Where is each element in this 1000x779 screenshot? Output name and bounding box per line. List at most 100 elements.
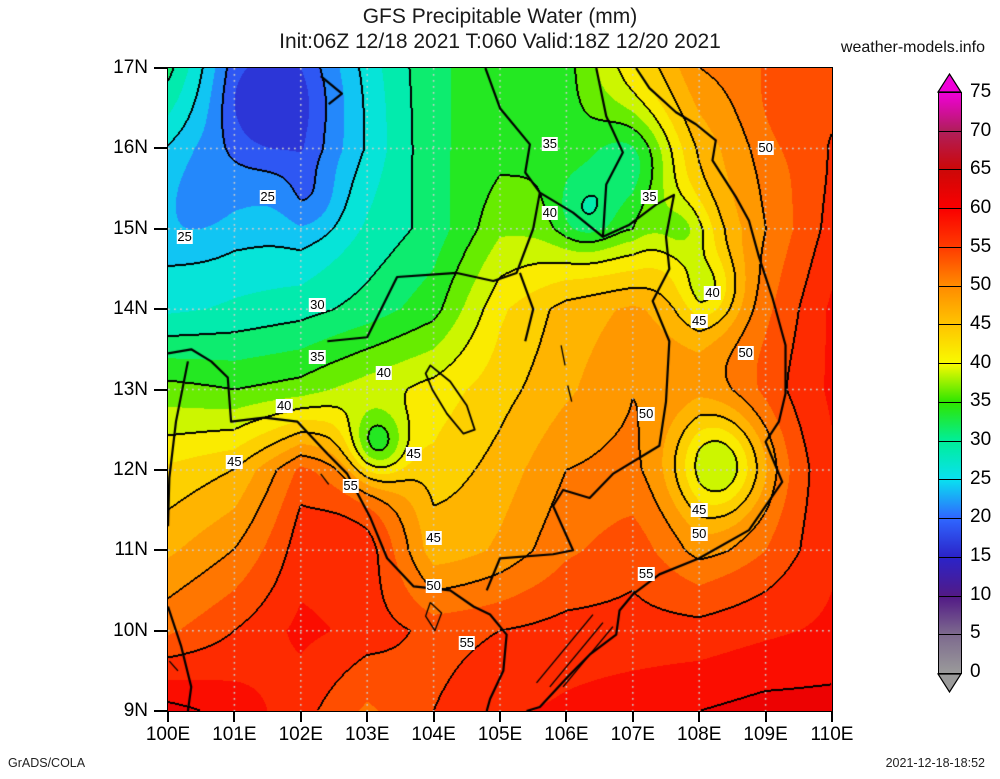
y-tick-mark xyxy=(154,710,167,712)
y-tick-mark xyxy=(154,147,167,150)
x-tick-label: 105E xyxy=(477,724,523,745)
colorbar-level-55: 55 xyxy=(970,235,992,257)
colorbar-segment-55-60 xyxy=(939,209,961,248)
contour-label-40: 40 xyxy=(275,397,293,413)
x-tick-mark xyxy=(299,711,302,722)
contour-label-50: 50 xyxy=(637,405,655,421)
colorbar-level-20: 20 xyxy=(970,506,992,528)
watermark: weather-models.info xyxy=(840,39,985,56)
contour-label-40: 40 xyxy=(704,285,721,301)
y-tick-label: 16N xyxy=(113,137,148,159)
colorbar-level-30: 30 xyxy=(970,429,992,450)
colorbar-level-70: 70 xyxy=(970,119,992,141)
contour-label-55: 55 xyxy=(342,477,359,493)
x-tick-label: 109E xyxy=(743,724,788,745)
x-tick-mark xyxy=(831,711,833,722)
colorbar-segment-20-25 xyxy=(939,480,961,520)
x-tick-mark xyxy=(698,711,701,722)
x-tick-label: 103E xyxy=(345,724,390,745)
x-tick-mark xyxy=(499,711,501,722)
y-tick-label: 14N xyxy=(113,298,148,320)
x-tick-label: 110E xyxy=(810,724,854,745)
x-tick-mark xyxy=(764,711,767,722)
colorbar-segment-10-15 xyxy=(939,557,961,597)
contour-label-50: 50 xyxy=(690,526,708,542)
colorbar-level-45: 45 xyxy=(970,313,992,334)
x-tick-label: 100E xyxy=(145,724,191,745)
contour-label-40: 40 xyxy=(375,365,393,381)
contour-label-35: 35 xyxy=(541,136,559,152)
x-tick-mark xyxy=(233,711,236,722)
contour-label-45: 45 xyxy=(226,453,243,469)
x-tick-mark xyxy=(167,711,169,722)
colorbar-segment-60-65 xyxy=(939,170,961,210)
contour-label-35: 35 xyxy=(641,188,658,204)
colorbar-level-25: 25 xyxy=(970,467,992,489)
colorbar-arrow-bottom xyxy=(937,673,962,693)
colorbar-level-65: 65 xyxy=(970,158,992,180)
colorbar-segment-5-10 xyxy=(939,596,961,636)
y-tick-mark xyxy=(154,67,167,69)
x-tick-label: 104E xyxy=(411,724,456,745)
x-tick-label: 106E xyxy=(544,724,589,745)
y-tick-mark xyxy=(154,388,167,391)
x-tick-label: 102E xyxy=(278,724,323,745)
y-tick-mark xyxy=(154,227,167,230)
page-title: GFS Precipitable Water (mm) xyxy=(362,5,638,28)
y-tick-mark xyxy=(154,549,167,552)
map-plot-frame: 25 25 30 35 40 35 40 35 50 40 45 50 40 45 55 45 45 50 55 50… xyxy=(167,67,833,712)
colorbar-segment-50-55 xyxy=(939,247,961,287)
contour-label-50: 50 xyxy=(425,578,442,594)
title-block: GFS Precipitable Water (mm) Init:06Z 12/… xyxy=(0,4,1000,54)
colorbar-level-40: 40 xyxy=(970,351,992,373)
y-tick-label: 15N xyxy=(113,217,148,239)
colorbar-arrow-top xyxy=(937,73,962,93)
contour-label-45: 45 xyxy=(425,530,442,546)
contour-label-55: 55 xyxy=(637,566,655,582)
colorbar xyxy=(938,92,962,674)
contour-label-30: 30 xyxy=(309,297,326,313)
x-tick-mark xyxy=(565,711,568,722)
contour-label-45: 45 xyxy=(690,313,708,329)
y-tick-mark xyxy=(154,629,167,632)
y-tick-label: 17N xyxy=(113,57,148,78)
x-tick-mark xyxy=(366,711,369,722)
contour-label-55: 55 xyxy=(458,634,476,650)
colorbar-segment-15-20 xyxy=(939,519,961,558)
contour-label-25: 25 xyxy=(176,228,193,244)
contour-label-45: 45 xyxy=(690,502,708,518)
colorbar-level-5: 5 xyxy=(970,622,981,644)
colorbar-level-75: 75 xyxy=(970,81,992,102)
x-tick-mark xyxy=(432,711,435,722)
colorbar-segment-35-40 xyxy=(939,364,961,403)
contour-label-50: 50 xyxy=(757,140,774,156)
precipitable-water-field-canvas xyxy=(168,68,832,711)
colorbar-segment-0-5 xyxy=(939,635,961,674)
contour-label-40: 40 xyxy=(541,204,559,220)
y-tick-label: 11N xyxy=(114,539,148,561)
colorbar-level-35: 35 xyxy=(970,390,992,412)
y-tick-label: 10N xyxy=(113,619,148,641)
colorbar-segment-65-70 xyxy=(939,131,961,171)
y-tick-label: 13N xyxy=(113,378,148,400)
y-tick-mark xyxy=(154,308,167,311)
y-tick-label: 12N xyxy=(113,458,148,480)
x-tick-mark xyxy=(631,711,634,722)
contour-label-50: 50 xyxy=(737,345,754,361)
colorbar-segment-45-50 xyxy=(939,286,961,326)
colorbar-segment-70-75 xyxy=(939,93,961,132)
creation-timestamp: 2021-12-18-18:52 xyxy=(885,756,985,770)
x-tick-label: 107E xyxy=(610,724,655,745)
init-valid-line: Init:06Z 12/18 2021 T:060 Valid:18Z 12/2… xyxy=(279,30,721,53)
x-tick-label: 108E xyxy=(677,724,722,745)
y-tick-mark xyxy=(154,468,167,471)
contour-label-35: 35 xyxy=(309,349,326,365)
colorbar-segment-40-45 xyxy=(939,325,961,365)
colorbar-level-0: 0 xyxy=(970,661,981,682)
grads-credit: GrADS/COLA xyxy=(8,756,86,770)
y-tick-label: 9N xyxy=(123,700,148,721)
colorbar-segment-30-35 xyxy=(939,402,961,442)
contour-label-25: 25 xyxy=(259,188,276,204)
colorbar-level-60: 60 xyxy=(970,197,992,218)
